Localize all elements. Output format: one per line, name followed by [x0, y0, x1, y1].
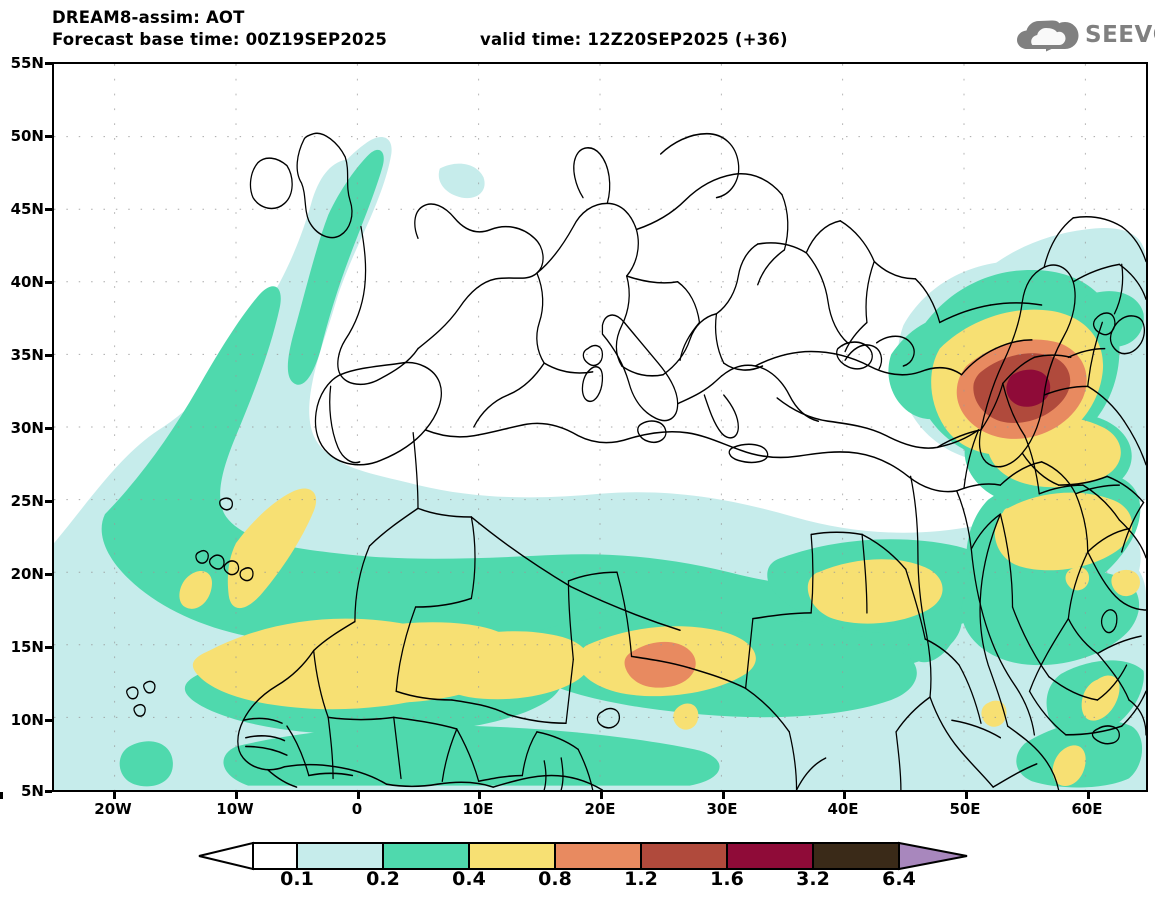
colorbar: 0.1 0.2 0.4 0.8 1.2 1.6 3.2 6.4 — [0, 836, 1165, 905]
y-axis-label-35N: 35N — [10, 346, 44, 364]
aot-field-map — [54, 64, 1146, 790]
y-axis-label-15N: 15N — [10, 638, 44, 656]
map-plot-area — [52, 62, 1148, 792]
y-tick — [45, 500, 52, 503]
x-tick — [235, 792, 238, 799]
y-tick — [45, 790, 52, 793]
x-axis-label-20E: 20E — [584, 800, 616, 818]
logo-text: SEEVCCC — [1085, 22, 1155, 48]
colorbar-tick-0.4: 0.4 — [452, 868, 486, 890]
x-axis-label-40E: 40E — [827, 800, 859, 818]
chart-header: DREAM8-assim: AOT Forecast base time: 00… — [0, 0, 1165, 62]
colorbar-tick-0.2: 0.2 — [366, 868, 400, 890]
y-tick — [45, 62, 52, 65]
forecast-base-time-label: Forecast base time: 00Z19SEP2025 — [52, 30, 388, 49]
x-tick — [965, 792, 968, 799]
y-axis-label-25N: 25N — [10, 492, 44, 510]
x-tick — [843, 792, 846, 799]
colorbar-band-0.4 — [468, 842, 556, 870]
colorbar-tick-1.6: 1.6 — [710, 868, 744, 890]
x-axis-label-50E: 50E — [949, 800, 981, 818]
seevccc-logo: SEEVCCC — [1005, 9, 1155, 53]
y-tick — [45, 208, 52, 211]
x-axis-label-60E: 60E — [1071, 800, 1103, 818]
page-title: DREAM8-assim: AOT — [52, 8, 245, 27]
colorbar-band-0.2 — [382, 842, 470, 870]
x-tick — [722, 792, 725, 799]
x-tick — [1087, 792, 1090, 799]
colorbar-tick-3.2: 3.2 — [796, 868, 830, 890]
x-tick — [478, 792, 481, 799]
y-tick — [45, 646, 52, 649]
colorbar-band-1.2 — [640, 842, 728, 870]
map-gridlines — [54, 64, 1146, 790]
colorbar-tick-0.1: 0.1 — [280, 868, 314, 890]
y-tick — [45, 135, 52, 138]
y-axis-label-55N: 55N — [10, 54, 44, 72]
y-axis-label-45N: 45N — [10, 200, 44, 218]
y-tick — [45, 354, 52, 357]
colorbar-band-0.8 — [554, 842, 642, 870]
y-tick — [45, 427, 52, 430]
x-tick — [600, 792, 603, 799]
y-axis-label-30N: 30N — [10, 419, 44, 437]
colorbar-tick-1.2: 1.2 — [624, 868, 658, 890]
y-axis-label-50N: 50N — [10, 127, 44, 145]
colorbar-band-1.6 — [726, 842, 814, 870]
colorbar-swatches — [198, 841, 968, 871]
x-axis-label-0: 0 — [351, 800, 363, 818]
cloud-with-wind-icon: SEEVCCC — [1017, 20, 1155, 52]
colorbar-tick-6.4: 6.4 — [882, 868, 916, 890]
colorbar-over-arrow — [898, 841, 968, 871]
colorbar-band-white — [252, 842, 298, 870]
colorbar-band-3.2 — [812, 842, 900, 870]
y-tick — [45, 573, 52, 576]
y-axis-label-20N: 20N — [10, 565, 44, 583]
contour-band-3.2 — [1006, 369, 1051, 407]
x-axis-label-10E: 10E — [462, 800, 494, 818]
colorbar-under-arrow — [198, 841, 254, 871]
x-axis-label-20W: 20W — [94, 800, 132, 818]
valid-time-label: valid time: 12Z20SEP2025 (+36) — [480, 30, 788, 49]
y-tick — [45, 281, 52, 284]
coastlines-and-borders — [126, 132, 1146, 790]
y-axis-label-10N: 10N — [10, 711, 44, 729]
y-axis-label-40N: 40N — [10, 273, 44, 291]
y-axis-label-5N: 5N — [21, 782, 44, 800]
colorbar-band-0.1 — [296, 842, 384, 870]
x-tick — [113, 792, 116, 799]
x-tick — [357, 792, 360, 799]
y-tick — [45, 719, 52, 722]
x-axis-label-30E: 30E — [706, 800, 738, 818]
colorbar-tick-0.8: 0.8 — [538, 868, 572, 890]
x-axis-label-10W: 10W — [216, 800, 254, 818]
